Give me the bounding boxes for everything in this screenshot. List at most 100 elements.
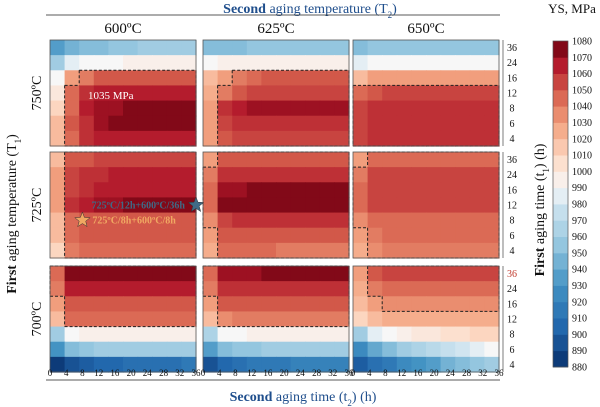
heat-cell [50,311,66,328]
heat-cell [246,242,262,259]
heat-cell [382,85,398,102]
heat-cell [203,281,219,297]
colorbar-segment [553,89,568,107]
heat-cell [276,356,292,373]
heat-cell [353,182,369,199]
heat-cell [261,115,277,132]
heat-cell [217,70,233,87]
heat-cell [181,100,197,117]
x-tick-label: 4 [217,368,222,378]
heat-cell [50,326,66,343]
heat-cell [305,130,321,147]
heat-cell [137,152,153,168]
heat-cell [203,341,219,358]
colorbar-tick-label: 1070 [572,53,592,64]
heat-cell [353,70,369,87]
heat-cell [353,281,369,297]
heat-cell [203,40,219,56]
heat-cell [181,281,197,297]
heat-cell [166,266,182,282]
heat-cell [319,341,335,358]
heat-cell [305,281,321,297]
y-tick-label: 24 [507,284,517,295]
heat-cell [246,100,262,117]
heat-cell [50,85,66,102]
heat-cell [440,311,456,328]
heat-cell [203,115,219,132]
heat-cell [305,40,321,56]
heat-cell [181,212,197,229]
heat-cell [93,40,109,56]
heat-cell [261,197,277,214]
heat-cell [455,115,471,132]
heat-cell [411,85,427,102]
heat-cell [166,281,182,297]
heat-cell [108,242,124,259]
heat-cell [152,227,168,244]
heat-cell [319,70,335,87]
heat-cell [484,311,500,328]
colorbar-segment [553,236,568,254]
panel-2-1 [202,265,350,373]
heat-cell [232,55,248,71]
heat-cell [305,152,321,168]
y-tick-label: 4 [510,134,515,145]
heat-cell [50,55,66,71]
heat-cell [261,70,277,87]
heat-cell [455,296,471,313]
heat-cell [152,281,168,297]
x-tick-label: 0 [351,368,356,378]
heat-cell [469,281,485,297]
panel-frame [202,39,350,147]
row-header-0: 750ºC [30,76,45,111]
heat-cell [290,242,306,259]
heat-cell [469,40,485,56]
heat-cell [152,266,168,282]
annotation-label-1: 725ºC/12h+600ºC/36h [92,201,186,212]
heat-cell [93,55,109,71]
heat-cell [93,70,109,87]
heat-cell [166,356,182,373]
heat-cell [261,130,277,147]
heat-cell [123,356,139,373]
heat-cell [232,130,248,147]
heat-cell [367,242,383,259]
colorbar-segment [553,204,568,221]
heat-cell [108,182,124,199]
heat-cell [484,326,500,343]
heat-cell [79,326,95,343]
heat-cell [246,130,262,147]
heat-cell [166,326,182,343]
heat-cell [455,266,471,282]
heat-cell [123,167,139,183]
heat-cell [261,167,277,183]
x-tick-label: 4 [367,368,372,378]
heat-cell [469,227,485,244]
panel-2-2 [352,265,500,373]
heat-cell [64,227,80,244]
y-tick-label: 24 [507,170,517,181]
heat-cell [108,115,124,132]
heat-cell [455,167,471,183]
heat-cell [93,266,109,282]
heat-cell [455,356,471,373]
heat-cell [181,311,197,328]
heat-cell [203,85,219,102]
heat-cell [246,266,262,282]
heat-cell [334,326,350,343]
heat-cell [232,266,248,282]
heat-cell [382,266,398,282]
heat-cell [108,152,124,168]
heat-cell [305,356,321,373]
heat-cell [353,242,369,259]
heat-cell [367,115,383,132]
heatmap-panels [49,39,500,373]
heat-cell [50,130,66,147]
heat-cell [411,100,427,117]
heat-cell [367,311,383,328]
heat-cell [484,242,500,259]
heat-cell [217,227,233,244]
heat-cell [64,356,80,373]
heat-cell [334,100,350,117]
heat-cell [396,167,412,183]
